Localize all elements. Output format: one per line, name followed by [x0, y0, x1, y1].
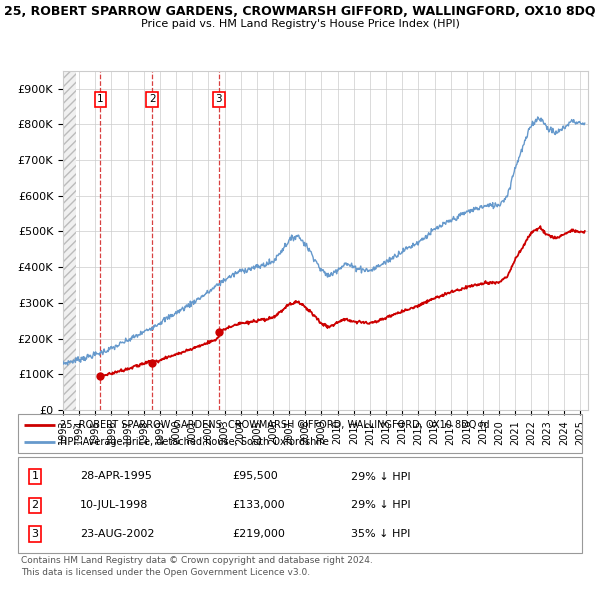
Text: 35% ↓ HPI: 35% ↓ HPI [351, 529, 410, 539]
Text: 2: 2 [149, 94, 155, 104]
Text: 2: 2 [31, 500, 38, 510]
Text: 10-JUL-1998: 10-JUL-1998 [80, 500, 148, 510]
Text: 1: 1 [31, 471, 38, 481]
Text: 1: 1 [97, 94, 104, 104]
Text: £219,000: £219,000 [232, 529, 285, 539]
Text: £133,000: £133,000 [232, 500, 285, 510]
Text: 25, ROBERT SPARROW GARDENS, CROWMARSH GIFFORD, WALLINGFORD, OX10 8DQ (d: 25, ROBERT SPARROW GARDENS, CROWMARSH GI… [60, 419, 490, 430]
Text: 29% ↓ HPI: 29% ↓ HPI [351, 500, 410, 510]
Text: HPI: Average price, detached house, South Oxfordshire: HPI: Average price, detached house, Sout… [60, 437, 329, 447]
Text: 3: 3 [31, 529, 38, 539]
Text: 23-AUG-2002: 23-AUG-2002 [80, 529, 155, 539]
Text: 28-APR-1995: 28-APR-1995 [80, 471, 152, 481]
Text: Contains HM Land Registry data © Crown copyright and database right 2024.: Contains HM Land Registry data © Crown c… [21, 556, 373, 565]
Text: Price paid vs. HM Land Registry's House Price Index (HPI): Price paid vs. HM Land Registry's House … [140, 19, 460, 29]
Text: £95,500: £95,500 [232, 471, 278, 481]
Text: 25, ROBERT SPARROW GARDENS, CROWMARSH GIFFORD, WALLINGFORD, OX10 8DQ: 25, ROBERT SPARROW GARDENS, CROWMARSH GI… [4, 5, 596, 18]
Text: 29% ↓ HPI: 29% ↓ HPI [351, 471, 410, 481]
Text: This data is licensed under the Open Government Licence v3.0.: This data is licensed under the Open Gov… [21, 568, 310, 576]
Text: 3: 3 [215, 94, 222, 104]
